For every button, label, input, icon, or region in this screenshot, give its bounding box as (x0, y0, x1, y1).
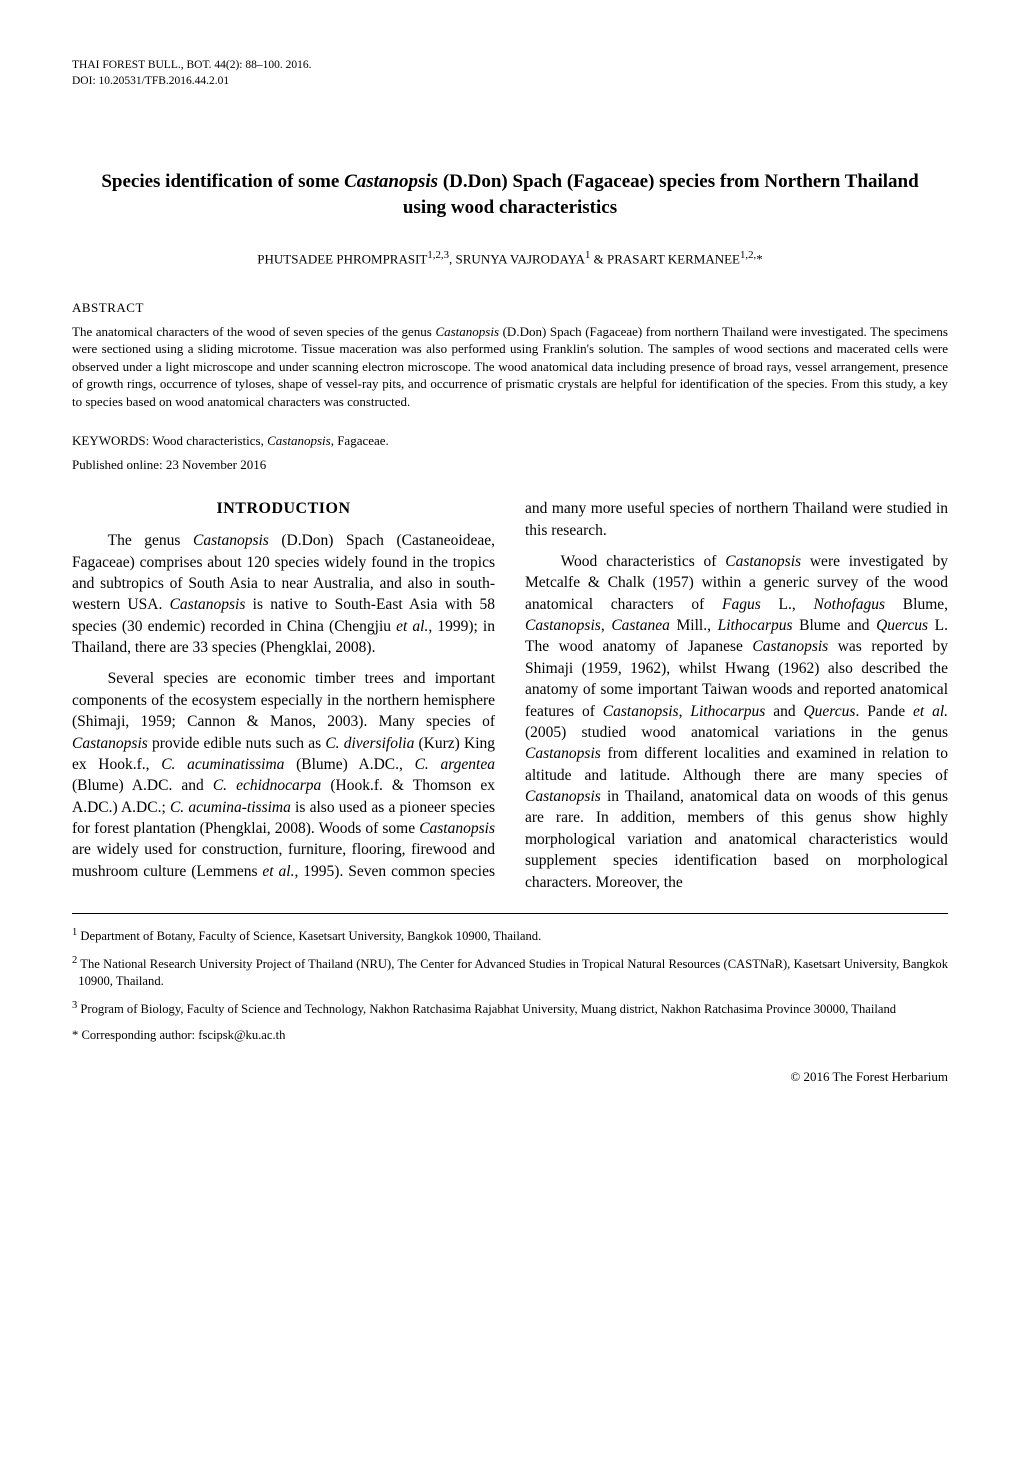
published-online: Published online: 23 November 2016 (72, 456, 948, 474)
footnotes: 1 Department of Botany, Faculty of Scien… (72, 926, 948, 1045)
journal-citation: THAI FOREST BULL., BOT. 44(2): 88–100. 2… (72, 58, 948, 74)
author-list: PHUTSADEE PHROMPRASIT1,2,3, SRUNYA VAJRO… (72, 248, 948, 268)
footnote-corresponding-author: * Corresponding author: fscipsk@ku.ac.th (72, 1027, 948, 1044)
running-head: THAI FOREST BULL., BOT. 44(2): 88–100. 2… (72, 58, 948, 89)
body-columns: INTRODUCTION The genus Castanopsis (D.Do… (72, 498, 948, 893)
copyright-text: © 2016 The Forest Herbarium (790, 1068, 948, 1086)
paper-title: Species identification of some Castanops… (90, 169, 930, 220)
body-paragraph: Wood characteristics of Castanopsis were… (525, 551, 948, 893)
footnote-affiliation-3: 3 Program of Biology, Faculty of Science… (72, 999, 948, 1018)
footnote-separator (72, 913, 948, 914)
footnote-affiliation-1: 1 Department of Botany, Faculty of Scien… (72, 926, 948, 945)
copyright-footer: © 2016 The Forest Herbarium (72, 1068, 948, 1086)
footnote-affiliation-2: 2 The National Research University Proje… (72, 954, 948, 990)
abstract-heading: ABSTRACT (72, 299, 948, 317)
abstract-body: The anatomical characters of the wood of… (72, 323, 948, 411)
body-paragraph: The genus Castanopsis (D.Don) Spach (Cas… (72, 530, 495, 658)
abstract-block: ABSTRACT The anatomical characters of th… (72, 299, 948, 411)
doi: DOI: 10.20531/TFB.2016.44.2.01 (72, 74, 948, 90)
keywords: KEYWORDS: Wood characteristics, Castanop… (72, 432, 948, 450)
section-heading-introduction: INTRODUCTION (72, 498, 495, 520)
